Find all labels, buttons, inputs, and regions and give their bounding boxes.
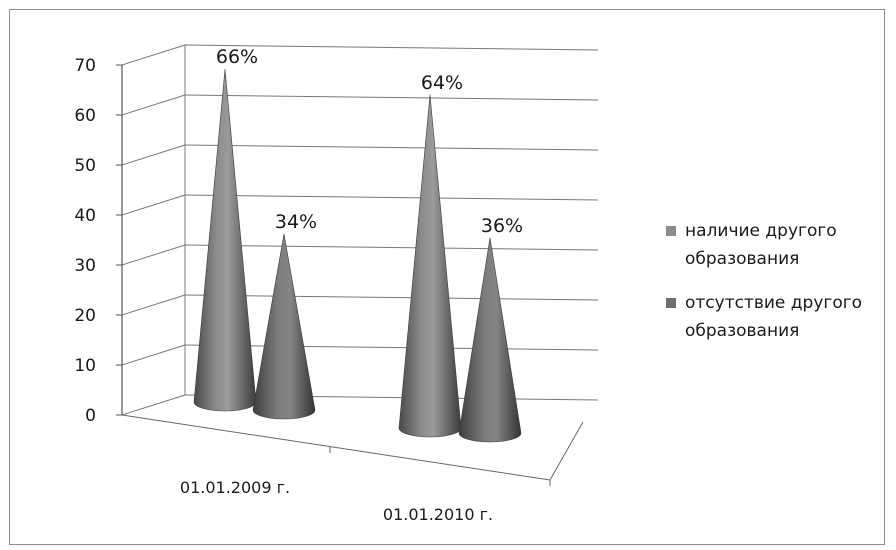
y-tick-label: 30 [74, 256, 96, 276]
data-label: 66% [216, 46, 258, 68]
y-tick-label: 0 [85, 406, 96, 426]
gridline-side [121, 94, 186, 116]
legend-label: наличие другого [685, 221, 837, 241]
legend-swatch [666, 298, 676, 308]
legend-group: наличие другого образования отсутствие дру… [666, 221, 862, 341]
gridline-back [184, 294, 599, 301]
floor-front-edge [121, 414, 551, 481]
y-tick-label: 10 [74, 356, 96, 376]
gridline-back [184, 94, 599, 101]
cone-mark [252, 233, 316, 420]
y-tick-label: 40 [74, 206, 96, 226]
floor-right-edge [549, 421, 584, 481]
cone-mark [193, 69, 257, 412]
cone-mark [398, 94, 462, 438]
gridline-side [121, 44, 186, 66]
cone-mark [458, 237, 522, 443]
legend-label: образования [685, 321, 799, 341]
y-tick-label: 20 [74, 306, 96, 326]
labels-group: 66% 34% 64% 36% [216, 46, 523, 237]
gridline-back [184, 244, 599, 251]
axes-group: 0 10 20 30 40 50 60 70 01.01.2009 г. 01.01.2010 г… [74, 44, 599, 524]
category-label: 01.01.2009 г. [180, 478, 290, 497]
data-label: 64% [421, 72, 463, 94]
gridline-back [184, 44, 599, 51]
gridline-side [121, 294, 186, 316]
y-tick-label: 50 [74, 156, 96, 176]
gridline-side [121, 344, 186, 366]
legend-label: образования [685, 249, 799, 269]
data-label: 34% [275, 211, 317, 233]
y-tick-label: 70 [74, 56, 96, 76]
legend-swatch [666, 226, 676, 236]
cones-group [193, 69, 522, 443]
legend-label: отсутствие другого [685, 293, 862, 313]
category-label: 01.01.2010 г. [383, 505, 493, 524]
y-tick-label: 60 [74, 106, 96, 126]
gridline-side [121, 144, 186, 166]
gridline-side [121, 244, 186, 266]
gridline-back [184, 194, 599, 201]
gridline-side [121, 194, 186, 216]
gridline-back [184, 344, 599, 351]
gridline-back [184, 144, 599, 151]
data-label: 36% [481, 215, 523, 237]
gridline-side [121, 394, 186, 416]
